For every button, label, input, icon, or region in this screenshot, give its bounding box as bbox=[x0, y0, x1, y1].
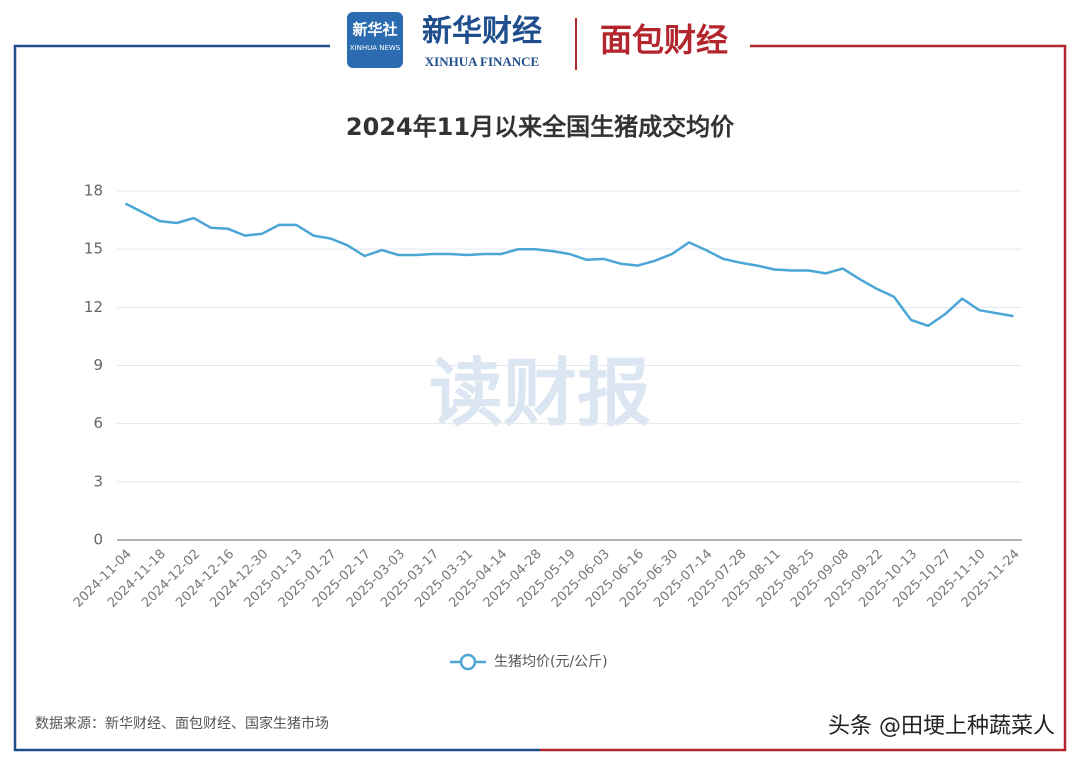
y-tick-label: 9 bbox=[93, 356, 103, 374]
agency-logo-bg bbox=[347, 12, 403, 68]
agency-logo-en: XINHUA NEWS bbox=[350, 44, 401, 52]
y-tick-label: 0 bbox=[93, 531, 103, 549]
watermark: 读财报 bbox=[429, 351, 651, 437]
credit: 头条 @田埂上种蔬菜人 bbox=[828, 714, 1055, 739]
source: 数据来源：新华财经、面包财经、国家生猪市场 bbox=[35, 715, 329, 732]
y-tick-label: 3 bbox=[93, 472, 103, 490]
chart-title: 2024年11月以来全国生猪成交均价 bbox=[346, 113, 735, 141]
legend-marker bbox=[459, 653, 477, 671]
y-tick-label: 6 bbox=[93, 414, 103, 432]
y-tick-label: 12 bbox=[84, 298, 103, 316]
legend-label: 生猪均价(元/公斤) bbox=[494, 654, 608, 670]
y-tick-label: 15 bbox=[84, 240, 103, 258]
y-tick-label: 18 bbox=[84, 182, 103, 200]
agency-logo: 新华社 bbox=[352, 21, 397, 39]
brand-en: XINHUA FINANCE bbox=[425, 54, 539, 69]
brand: 新华财经 bbox=[422, 14, 542, 49]
series-line bbox=[124, 202, 1014, 328]
partner-logo: 面包财经 bbox=[600, 21, 728, 59]
frame bbox=[13, 44, 1067, 752]
